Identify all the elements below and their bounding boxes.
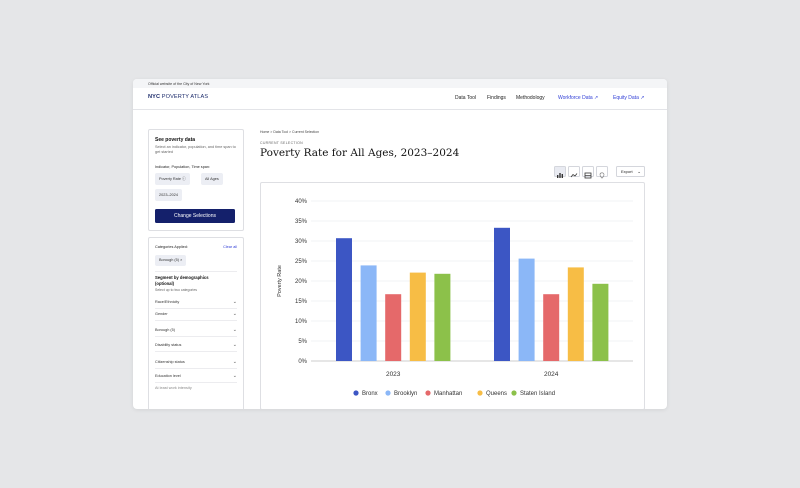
bar-manhattan-2024 xyxy=(543,294,560,361)
legend-swatch xyxy=(511,390,517,396)
nav-workforce-data[interactable]: Workforce Data ↗ xyxy=(558,95,599,101)
page-title: Poverty Rate for All Ages, 2023–2024 xyxy=(260,147,460,159)
borough-chip[interactable]: Borough (5) × xyxy=(155,255,187,266)
bar-queens-2023 xyxy=(409,272,426,361)
nav-data-tool[interactable]: Data Tool xyxy=(455,95,477,101)
chevron-down-icon: ⌄ xyxy=(637,169,641,174)
y-tick-label: 35% xyxy=(295,219,308,225)
y-tick-label: 5% xyxy=(298,339,307,345)
x-tick-label: 2024 xyxy=(544,371,559,378)
gov-banner: Official website of the City of New York xyxy=(133,79,667,88)
table-icon xyxy=(584,172,592,179)
bar-chart-view-button[interactable] xyxy=(554,166,566,178)
change-selections-button[interactable]: Change Selections xyxy=(155,209,235,223)
table-view-button[interactable] xyxy=(582,166,594,179)
line-chart-view-button[interactable] xyxy=(568,166,580,178)
browser-window: Official website of the City of New York… xyxy=(133,79,667,409)
chevron-down-icon: ⌄ xyxy=(232,359,237,365)
panel-description: Select an indicator, population, and tim… xyxy=(155,145,236,154)
chevron-down-icon: ⌄ xyxy=(232,311,237,317)
segment-race-ethnicity[interactable]: Race/Ethnicity ⌄ xyxy=(155,299,237,305)
y-tick-label: 20% xyxy=(295,279,308,285)
selectors-label: Indicator, Population, Time span: xyxy=(155,165,211,169)
legend-label: Bronx xyxy=(362,391,378,397)
gov-banner-text: Official website of the City of New York xyxy=(148,81,210,86)
population-chip[interactable]: All Ages xyxy=(201,173,223,185)
y-tick-label: 40% xyxy=(295,199,308,205)
legend-swatch xyxy=(385,390,391,396)
categories-label: Categories Applied: xyxy=(155,245,188,249)
chevron-down-icon: ⌄ xyxy=(232,299,237,305)
poverty-rate-bar-chart: 0% 5% 10% 15% 20% 25% 30% 35% 40% Poverty Rate 202… xyxy=(277,199,633,397)
bar-manhattan-2023 xyxy=(385,294,402,361)
divider xyxy=(155,320,237,321)
divider xyxy=(155,271,237,272)
bar-chart-icon xyxy=(557,173,563,178)
legend-label: Brooklyn xyxy=(394,391,417,397)
bar-staten-island-2024 xyxy=(592,283,609,361)
top-navbar: NYC POVERTY ATLAS Data Tool Findings Met… xyxy=(133,88,667,110)
segment-hint: Select up to two categories xyxy=(155,288,198,292)
bar-bronx-2024 xyxy=(494,227,510,361)
bar-staten-island-2023 xyxy=(434,273,451,361)
nav-methodology[interactable]: Methodology xyxy=(516,95,545,101)
legend-swatch xyxy=(425,390,431,396)
segment-gender[interactable]: Gender ⌄ xyxy=(155,311,237,317)
export-button[interactable]: Export ⌄ xyxy=(616,166,645,177)
bar-bronx-2023 xyxy=(336,238,352,361)
y-tick-label: 25% xyxy=(295,259,308,265)
legend-swatch xyxy=(353,390,359,396)
segment-borough[interactable]: Borough (5) ⌄ xyxy=(155,327,237,333)
legend-swatch xyxy=(477,390,483,396)
divider xyxy=(155,368,237,369)
map-pin-icon xyxy=(599,172,605,179)
bar-brooklyn-2023 xyxy=(360,265,377,361)
panel-title: See poverty data xyxy=(155,137,196,143)
divider xyxy=(155,382,237,383)
eyebrow-label: CURRENT SELECTION xyxy=(260,141,303,145)
legend-label: Queens xyxy=(486,391,507,397)
breadcrumb: Home > Data Tool > Current Selection xyxy=(260,130,320,134)
divider xyxy=(155,351,237,352)
bar-brooklyn-2024 xyxy=(518,258,535,361)
poverty-data-panel: See poverty data Select an indicator, po… xyxy=(148,129,244,231)
chevron-down-icon: ⌄ xyxy=(232,342,237,348)
chevron-down-icon: ⌄ xyxy=(232,373,237,379)
y-tick-label: 10% xyxy=(295,319,308,325)
y-tick-label: 15% xyxy=(295,299,308,305)
segment-disability[interactable]: Disability status ⌄ xyxy=(155,342,237,348)
nav-equity-data[interactable]: Equity Data ↗ xyxy=(613,95,645,101)
segment-education[interactable]: Education level ⌄ xyxy=(155,373,237,379)
y-tick-label: 0% xyxy=(298,359,307,365)
divider xyxy=(155,308,237,309)
site-logo[interactable]: NYC POVERTY ATLAS xyxy=(148,94,209,100)
chart-card: 0% 5% 10% 15% 20% 25% 30% 35% 40% Poverty Rate 202… xyxy=(260,182,645,409)
y-axis-label: Poverty Rate xyxy=(277,265,283,297)
segment-citizenship[interactable]: Citizenship status ⌄ xyxy=(155,359,237,365)
map-view-button[interactable] xyxy=(596,166,608,179)
segment-title: Segment by demographics xyxy=(155,275,209,280)
segment-optional: (optional) xyxy=(155,281,175,286)
line-chart-icon xyxy=(570,173,578,178)
segment-work-intensity[interactable]: At least work intensity xyxy=(155,386,192,390)
x-tick-label: 2023 xyxy=(386,371,401,378)
legend-label: Manhattan xyxy=(434,391,462,397)
clear-all-link[interactable]: Clear all xyxy=(223,245,237,249)
bar-queens-2024 xyxy=(567,267,584,361)
divider xyxy=(155,336,237,337)
chevron-down-icon: ⌄ xyxy=(232,327,237,333)
y-tick-label: 30% xyxy=(295,239,308,245)
legend-label: Staten Island xyxy=(520,391,555,397)
nav-findings[interactable]: Findings xyxy=(487,95,506,101)
indicator-chip[interactable]: Poverty Rate ⓘ xyxy=(155,173,190,185)
categories-panel: Categories Applied: Clear all Borough (5… xyxy=(148,237,244,409)
time-span-chip[interactable]: 2023–2024 xyxy=(155,189,183,201)
